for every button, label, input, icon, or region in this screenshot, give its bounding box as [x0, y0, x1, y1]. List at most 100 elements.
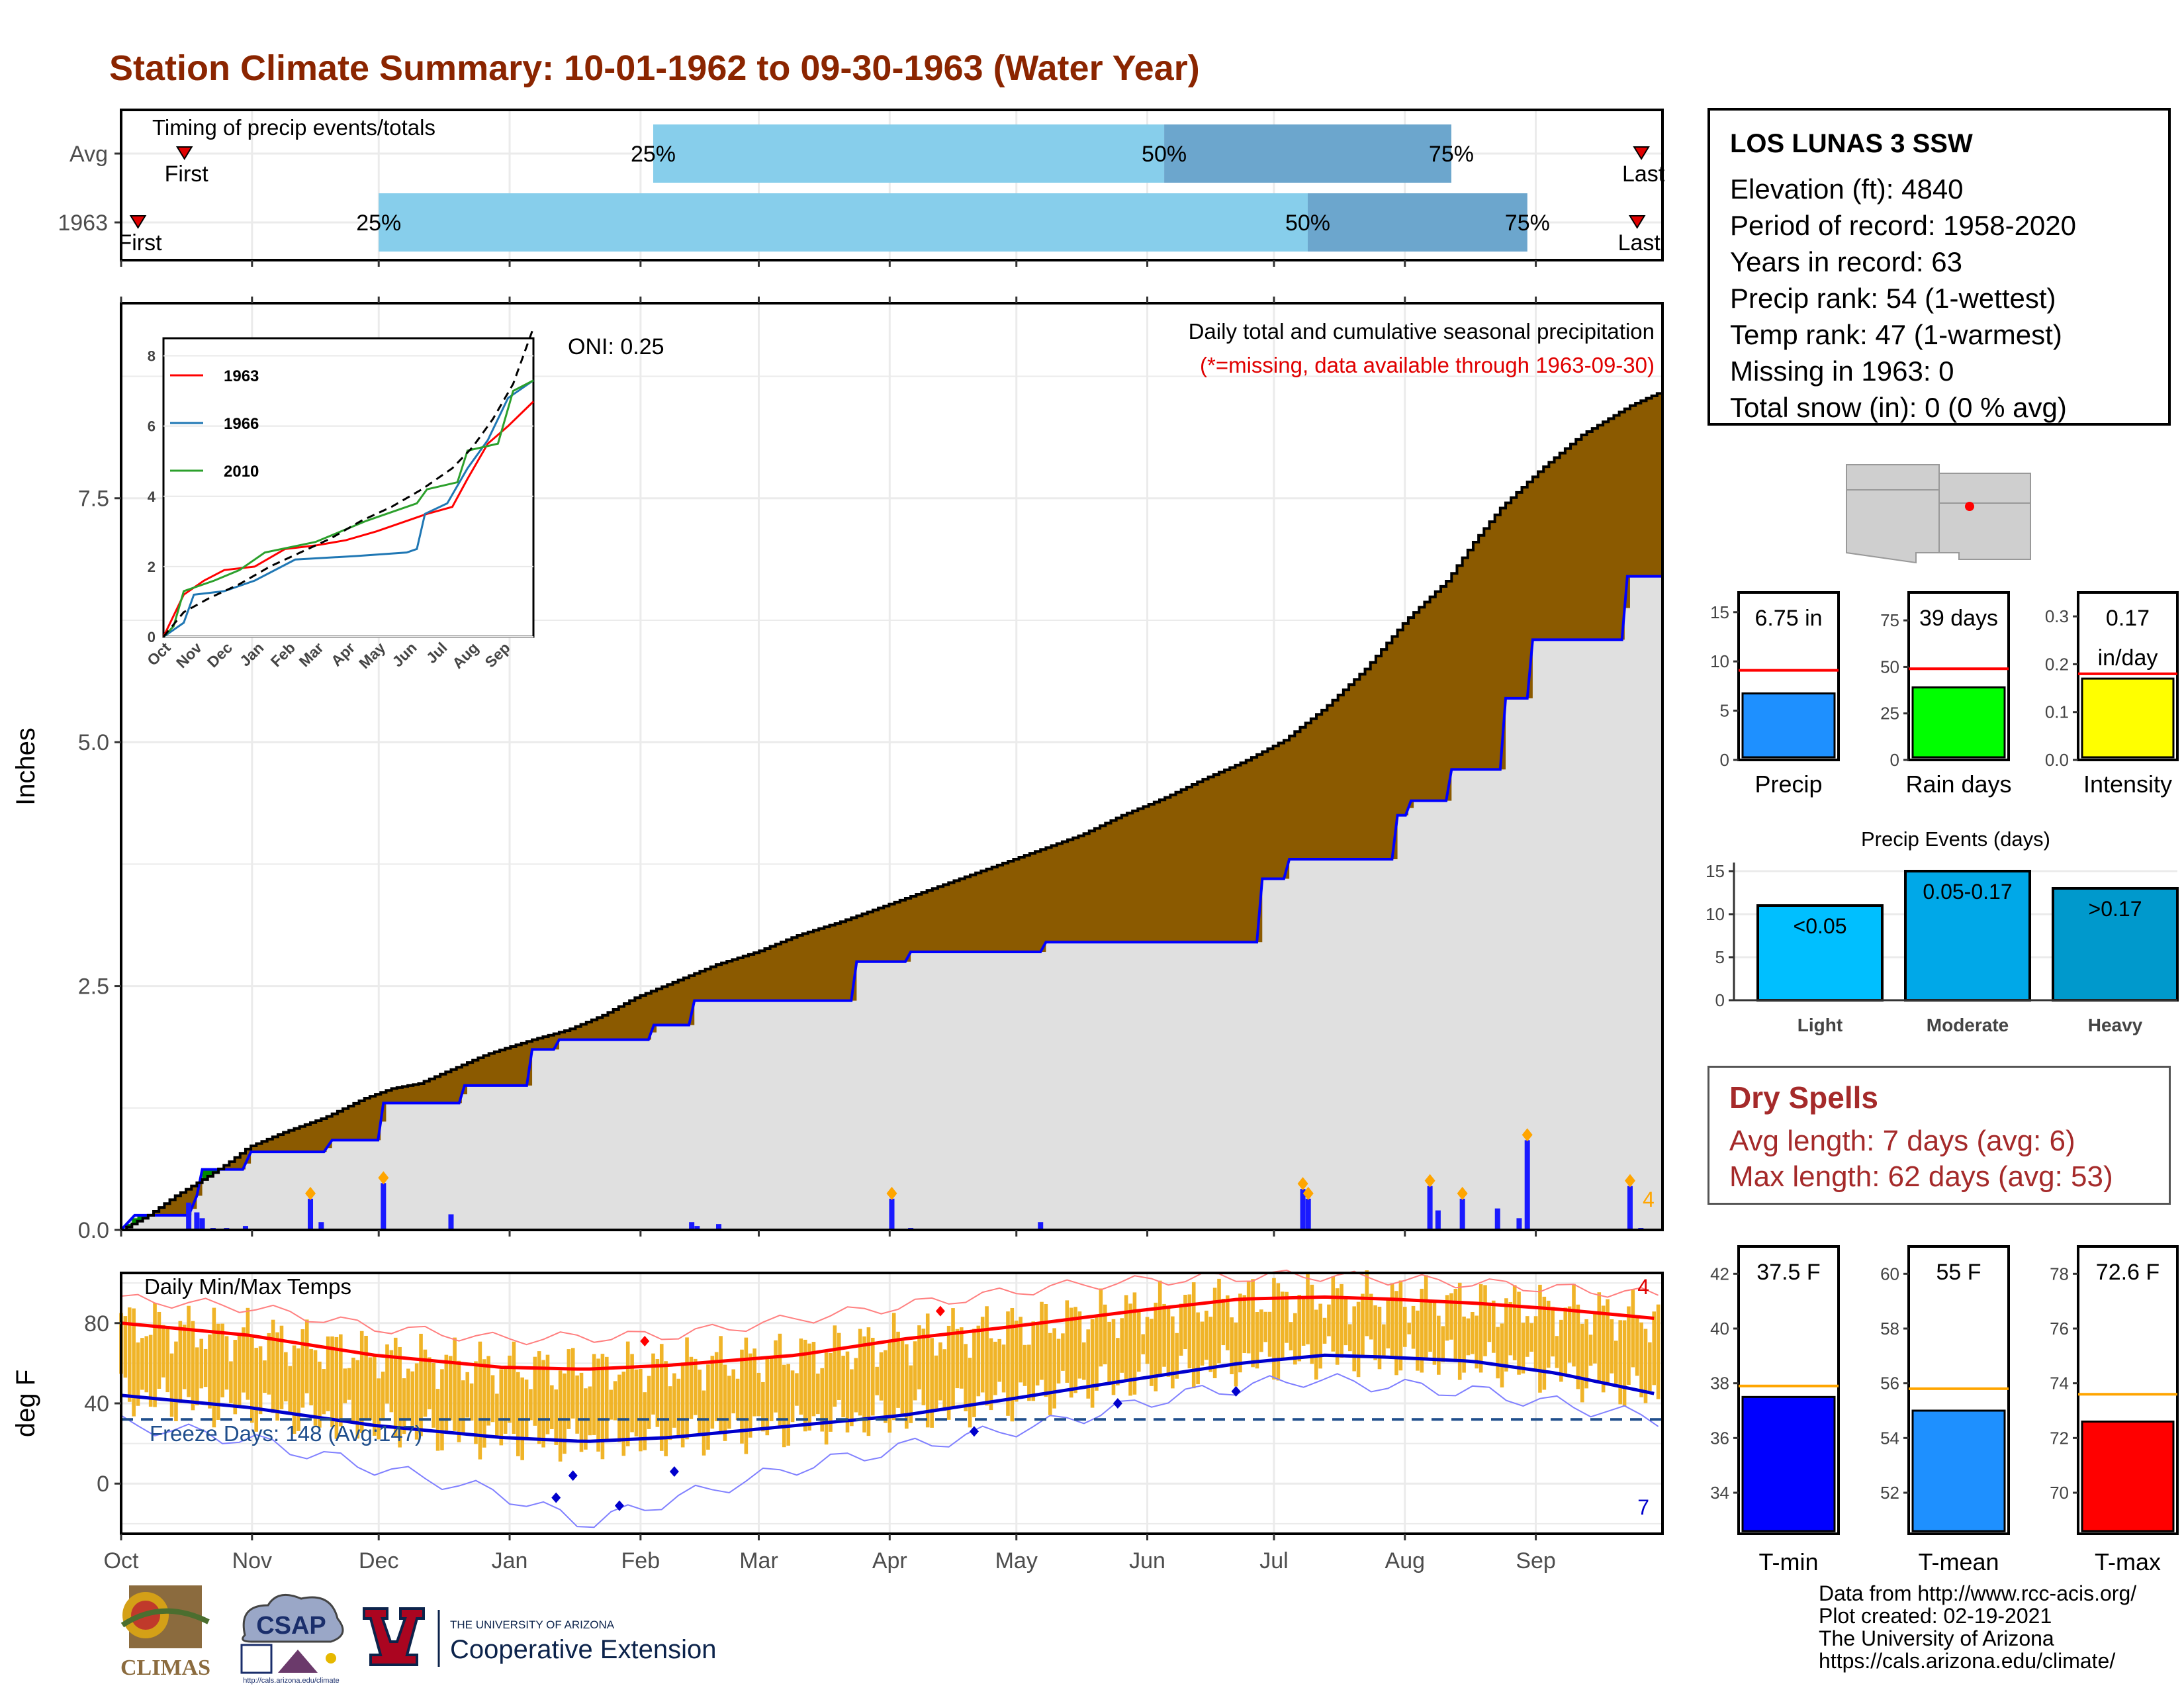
record-low-line: [120, 1373, 1659, 1528]
daily-temp-bar: [1205, 1310, 1208, 1360]
daily-precip-bar: [308, 1198, 314, 1230]
daily-temp-bar: [921, 1329, 926, 1405]
daily-temp-bar: [761, 1382, 765, 1432]
daily-temp-bar: [1221, 1298, 1226, 1346]
gauge-category-label: T-mean: [1918, 1548, 1999, 1575]
daily-temp-bar: [373, 1355, 377, 1436]
daily-temp-bar: [1487, 1302, 1492, 1342]
daily-temp-bar: [296, 1348, 300, 1431]
temp-xtick-label: Jun: [1129, 1548, 1165, 1573]
daily-temp-bar: [723, 1364, 727, 1441]
daily-temp-bar: [1635, 1317, 1639, 1376]
daily-temp-bar: [829, 1352, 833, 1432]
daily-temp-bar: [486, 1356, 490, 1426]
daily-temp-bar: [655, 1358, 660, 1427]
inset-ytick-label: 4: [148, 489, 156, 505]
gauge-ytick-label: 42: [1710, 1264, 1729, 1284]
daily-temp-bar: [820, 1368, 825, 1432]
daily-temp-bar: [909, 1365, 913, 1423]
daily-temp-bar: [169, 1353, 174, 1417]
daily-temp-bar: [541, 1360, 545, 1448]
daily-temp-bar: [432, 1362, 435, 1428]
climas-text: CLIMAS: [120, 1656, 210, 1680]
gauge-value-label: 55 F: [1936, 1260, 1981, 1285]
daily-precip-bar: [689, 1222, 695, 1230]
daily-temp-bar: [453, 1337, 457, 1431]
daily-temp-bar: [925, 1313, 930, 1428]
daily-temp-bar: [685, 1337, 689, 1440]
daily-temp-bar: [1386, 1298, 1390, 1348]
daily-temp-bar: [1150, 1319, 1154, 1386]
daily-temp-bar: [1154, 1302, 1158, 1391]
gauge-ytick-label: 75: [1880, 610, 1899, 630]
daily-temp-bar: [402, 1378, 406, 1434]
daily-temp-bar: [220, 1323, 224, 1397]
daily-temp-bar: [1162, 1303, 1166, 1367]
daily-temp-bar: [389, 1350, 394, 1413]
daily-temp-bar: [930, 1338, 934, 1428]
daily-temp-bar: [850, 1369, 854, 1427]
daily-temp-bar: [263, 1360, 267, 1393]
daily-temp-bar: [1356, 1301, 1361, 1378]
daily-temp-bar: [1597, 1292, 1602, 1382]
daily-temp-bar: [545, 1354, 550, 1434]
timing-first-label: First: [165, 162, 209, 187]
station-info-box: LOS LUNAS 3 SSW Elevation (ft): 4840 Per…: [1707, 108, 2171, 426]
temp-ylabel: deg F: [11, 1370, 40, 1437]
daily-temp-bar: [233, 1340, 238, 1415]
daily-temp-bar: [621, 1372, 626, 1456]
ua-bottom-text: Cooperative Extension: [450, 1635, 716, 1664]
daily-temp-bar: [600, 1354, 605, 1460]
daily-temp-bar: [1128, 1303, 1132, 1396]
daily-temp-bar: [271, 1319, 275, 1413]
daily-temp-bar: [778, 1333, 782, 1427]
daily-temp-bar: [769, 1357, 774, 1421]
events-bar: [2052, 887, 2179, 1002]
daily-temp-bar: [313, 1350, 318, 1426]
daily-temp-bar: [503, 1367, 508, 1434]
daily-temp-bar: [900, 1340, 905, 1415]
daily-temp-bar: [195, 1347, 199, 1405]
station-line: Precip rank: 54 (1-wettest): [1730, 283, 2056, 314]
daily-temp-bar: [1082, 1342, 1086, 1380]
daily-temp-bar: [1116, 1338, 1120, 1385]
daily-temp-bar: [1212, 1288, 1217, 1379]
daily-temp-bar: [980, 1317, 985, 1393]
daily-temp-bar: [1437, 1315, 1441, 1375]
daily-temp-bar: [870, 1337, 875, 1416]
heavy-event-marker: [1624, 1174, 1635, 1188]
dry-spells-avg: Avg length: 7 days (avg: 6): [1729, 1125, 2075, 1157]
climas-logo: CLIMAS: [109, 1585, 222, 1685]
daily-precip-bar: [194, 1212, 200, 1230]
daily-temp-bar: [1462, 1316, 1466, 1373]
daily-temp-bar: [1293, 1313, 1297, 1365]
daily-temp-bar: [242, 1327, 246, 1393]
daily-temp-bar: [136, 1342, 140, 1406]
precip-ytick-label: 0.0: [78, 1218, 109, 1243]
daily-temp-bar: [680, 1362, 685, 1448]
record-high-line: [120, 1269, 1659, 1346]
timing-bar-late: [1308, 193, 1527, 252]
gauge-ytick-label: 5: [1720, 701, 1729, 721]
avg-tmax-line: [120, 1295, 1655, 1371]
daily-temp-bar: [478, 1341, 482, 1460]
csap-logo: CSAP http://cals.arizona.edu/climate: [232, 1589, 351, 1685]
daily-temp-bar: [284, 1352, 288, 1402]
daily-temp-bar: [1533, 1316, 1538, 1371]
temp-xtick-label: Sep: [1516, 1548, 1556, 1573]
daily-temp-bar: [1580, 1323, 1584, 1403]
ua-top-text: THE UNIVERSITY OF ARIZONA: [450, 1618, 615, 1631]
daily-temp-bar: [1255, 1312, 1259, 1369]
gauge-ytick-label: 56: [1880, 1374, 1899, 1393]
daily-temp-bar: [359, 1331, 364, 1433]
events-ytick-label: 0: [1715, 990, 1725, 1010]
daily-temp-bar: [567, 1349, 571, 1429]
daily-temp-bar: [554, 1389, 559, 1445]
timing-last-marker: [1633, 146, 1650, 160]
daily-temp-bar: [989, 1338, 993, 1411]
daily-temp-bar: [887, 1340, 892, 1433]
daily-temp-bar: [1044, 1304, 1048, 1397]
daily-temp-bar: [423, 1349, 428, 1417]
daily-temp-bar: [1428, 1300, 1432, 1352]
gauge-value-label: 0.17: [2106, 606, 2150, 631]
